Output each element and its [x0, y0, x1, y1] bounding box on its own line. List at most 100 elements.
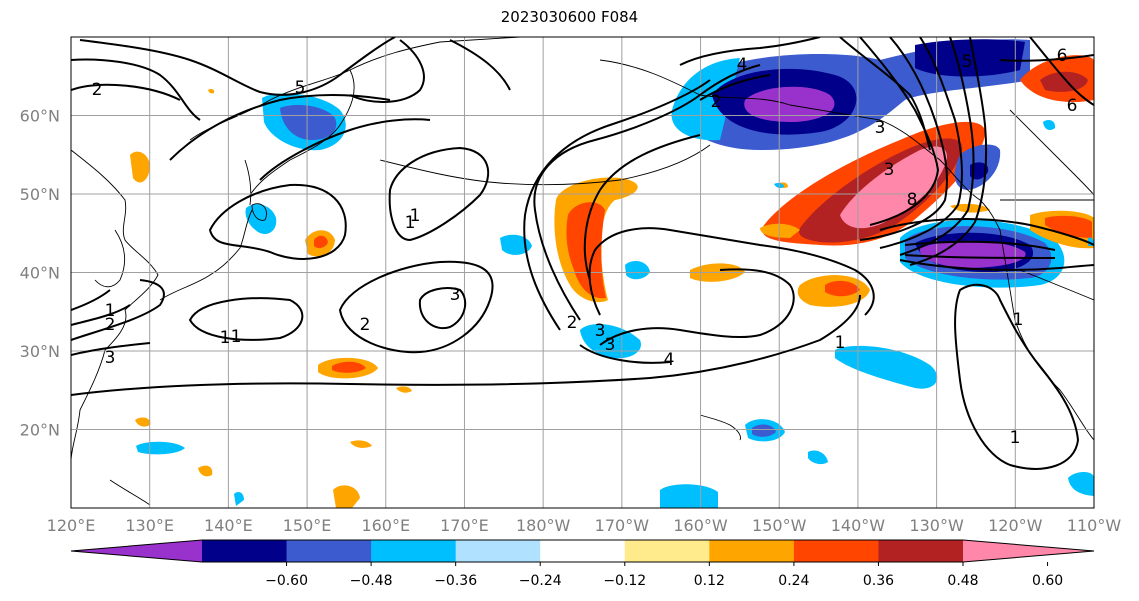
contour-line	[71, 58, 201, 121]
neg-region-kamchatka-core	[280, 105, 337, 140]
shading-layer	[130, 39, 1094, 508]
colorbar-swatch	[709, 540, 795, 562]
contour-label: 2	[92, 80, 103, 100]
contour-line	[1029, 37, 1094, 106]
pos-region-subtropical-west-core	[332, 361, 366, 373]
contour-label: 1	[405, 213, 416, 233]
contour-line	[879, 218, 1094, 246]
lon-tick-label: 130°W	[909, 516, 964, 535]
colorbar-swatch	[540, 540, 626, 562]
contour-label: 3	[105, 348, 116, 368]
contour-label: 5	[295, 78, 306, 98]
contour-line	[899, 37, 975, 256]
lon-tick-label: 170°E	[440, 516, 489, 535]
colorbar: −0.60 −0.48 −0.36 −0.24 −0.12 0.12 0.24 0.36 0.4…	[70, 539, 1095, 589]
contour-line	[859, 37, 940, 226]
colorbar-outline	[70, 539, 1095, 563]
contour-label: 8	[907, 190, 918, 210]
lon-tick-label: 160°W	[673, 516, 728, 535]
colorbar-tick-label: −0.48	[350, 573, 393, 589]
contour-line	[533, 64, 761, 321]
map-frame	[70, 36, 1095, 509]
contour-line	[579, 344, 671, 364]
contour-line	[188, 297, 304, 341]
lon-tick-label: 140°E	[204, 516, 253, 535]
pos-region-far-east-core	[1040, 71, 1088, 92]
lat-tick-label: 40°N	[20, 264, 60, 283]
colorbar-swatch	[202, 540, 288, 562]
pos-region-small-4	[396, 386, 412, 393]
pos-region-alaska-coast-edge	[760, 223, 800, 238]
contour-line	[523, 79, 711, 331]
lon-tick-label: 180°W	[516, 516, 571, 535]
contour-line	[449, 39, 511, 91]
pos-region-small-2	[198, 465, 213, 477]
colorbar-tick-label: 0.48	[947, 573, 978, 589]
contour-line	[71, 294, 861, 396]
contour-line	[71, 342, 151, 356]
neg-region-south-west	[136, 441, 185, 455]
contour-label: 3	[884, 160, 895, 180]
contour-line	[679, 37, 821, 66]
contour-label: 3	[450, 285, 461, 305]
colorbar-tick-label: −0.24	[519, 573, 562, 589]
korea-coast	[94, 229, 126, 288]
asia-coast	[71, 149, 159, 461]
contour-line	[909, 37, 988, 266]
lat-tick-label: 30°N	[20, 342, 60, 361]
pos-region-south-west	[333, 485, 360, 508]
lon-tick-label: 150°E	[283, 516, 332, 535]
contour-label: 6	[1057, 46, 1068, 66]
aleutian-chain	[379, 144, 711, 186]
sakhalin-coast	[244, 159, 252, 206]
contour-line	[169, 94, 391, 161]
lon-tick-label: 150°W	[752, 516, 807, 535]
siberia-coast	[349, 37, 521, 71]
contour-label-layer: 12312312531323412456386111	[92, 46, 1078, 448]
inland-border-2	[1009, 109, 1094, 196]
colorbar-swatch	[286, 540, 372, 562]
colorbar-tick-label: −0.12	[603, 573, 646, 589]
contour-line	[388, 146, 490, 242]
contour-line	[599, 268, 795, 346]
contour-label: 1	[105, 301, 116, 321]
colorbar-swatch	[793, 540, 879, 562]
contour-layer	[71, 37, 1094, 470]
alaska-coast	[599, 59, 1001, 231]
contour-label: 5	[962, 52, 973, 72]
contour-line	[583, 134, 701, 281]
lon-tick-label: 160°E	[361, 516, 410, 535]
contour-line	[954, 283, 1080, 470]
colorbar-swatch	[624, 540, 710, 562]
contour-label: 2	[105, 315, 116, 335]
neg-region-south-east-2	[1068, 472, 1094, 496]
contour-label: 3	[875, 118, 886, 138]
colorbar-tick-label: 0.60	[1032, 573, 1063, 589]
pos-region-west-coast-core	[1045, 215, 1092, 238]
neg-region-far-east-small	[1043, 120, 1056, 130]
lon-tick-label: 120°E	[47, 516, 96, 535]
map-title: 2023030600 F084	[500, 8, 639, 26]
lat-tick-label: 20°N	[20, 421, 60, 440]
lon-tick-label: 140°W	[831, 516, 886, 535]
contour-line	[338, 260, 494, 354]
lon-tick-label: 110°W	[1067, 516, 1122, 535]
lat-tick-label: 60°N	[20, 107, 60, 126]
pos-region-subtropical-east-core	[825, 280, 860, 297]
contour-line	[859, 37, 948, 241]
contour-label: 1	[220, 328, 231, 348]
contour-label: 2	[360, 315, 371, 335]
contour-label: 4	[737, 55, 748, 75]
pos-region-small-3	[350, 440, 372, 448]
contour-label: 1	[1010, 428, 1021, 448]
contour-label: 3	[595, 321, 606, 341]
neg-region-south-east-3	[808, 450, 828, 465]
pos-region-small-1	[135, 417, 151, 427]
graticule	[70, 37, 1095, 508]
hawaii-islands	[699, 414, 741, 441]
contour-label: 4	[664, 350, 675, 370]
neg-region-north	[915, 39, 1025, 77]
neg-region-hawaii-core	[752, 424, 776, 437]
contour-label: 1	[835, 333, 846, 353]
colorbar-swatch	[455, 540, 541, 562]
